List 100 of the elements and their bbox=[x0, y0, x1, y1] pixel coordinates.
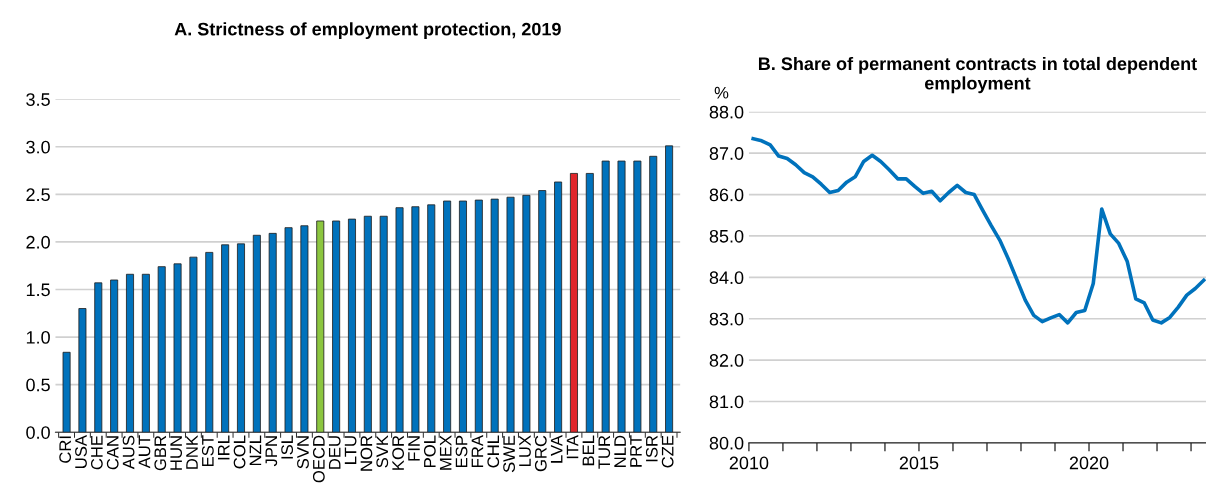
y-tick-label: 80.0 bbox=[709, 436, 744, 450]
y-tick-label: 0.0 bbox=[26, 426, 50, 439]
x-tick-label: TUR bbox=[598, 435, 611, 469]
bar bbox=[506, 196, 515, 433]
x-tick-label: 2015 bbox=[899, 456, 939, 470]
y-tick-label: 88.0 bbox=[709, 105, 744, 119]
bar bbox=[284, 227, 293, 433]
x-tick-label: ISL bbox=[281, 435, 294, 459]
bar bbox=[332, 220, 341, 433]
y-tick-label: 83.0 bbox=[709, 312, 744, 326]
x-tick-label: ESP bbox=[455, 435, 468, 467]
bar bbox=[411, 206, 420, 433]
y-tick-label: 3.0 bbox=[26, 140, 50, 154]
bar bbox=[585, 173, 594, 433]
y-tick-label: 1.5 bbox=[26, 283, 50, 297]
bar bbox=[237, 243, 245, 433]
bar bbox=[221, 244, 230, 433]
x-tick-label: CHE bbox=[90, 435, 103, 470]
bar bbox=[268, 232, 277, 433]
bar bbox=[601, 160, 610, 433]
bar bbox=[665, 145, 674, 433]
x-tick-label: CRI bbox=[59, 436, 72, 463]
bar bbox=[78, 308, 87, 433]
bar bbox=[649, 155, 658, 433]
x-tick-label: NLD bbox=[614, 435, 626, 467]
y-tick-label: 1.0 bbox=[26, 331, 50, 344]
x-tick-label: NZL bbox=[249, 435, 262, 466]
y-tick-label: 3.5 bbox=[26, 93, 50, 106]
x-tick-label: JPN bbox=[265, 436, 278, 467]
x-tick-label: COL bbox=[233, 435, 246, 469]
x-tick-label: NOR bbox=[360, 435, 373, 471]
bar bbox=[300, 225, 309, 433]
bar bbox=[173, 263, 182, 433]
x-tick-label: PRT bbox=[630, 435, 642, 467]
x-tick-label: ITA bbox=[566, 435, 579, 459]
bar bbox=[189, 256, 198, 433]
x-tick-label: IRL bbox=[217, 435, 230, 460]
x-tick-label: GRC bbox=[534, 435, 547, 472]
x-tick-label: GBR bbox=[154, 435, 167, 471]
bar bbox=[316, 220, 325, 433]
x-tick-label: LTU bbox=[344, 436, 357, 464]
x-tick-label: LVA bbox=[550, 435, 563, 463]
chart-title: A. Strictness of employment protection, 2019 bbox=[174, 22, 561, 40]
y-tick-label: 0.5 bbox=[26, 378, 50, 392]
x-tick-label: SVK bbox=[376, 435, 389, 468]
x-tick-label: CAN bbox=[106, 436, 119, 470]
x-tick-label: CHL bbox=[487, 435, 500, 468]
bar bbox=[633, 160, 642, 433]
bar bbox=[443, 200, 452, 433]
bar bbox=[363, 215, 372, 433]
bar bbox=[554, 181, 563, 433]
bar bbox=[617, 160, 626, 433]
x-tick-label: BEL bbox=[582, 435, 595, 466]
x-tick-label: FRA bbox=[471, 435, 484, 467]
y-tick-label: 81.0 bbox=[709, 395, 744, 409]
x-tick-label: POL bbox=[423, 435, 436, 467]
x-tick-label: DNK bbox=[186, 435, 198, 469]
bar bbox=[347, 218, 356, 433]
x-tick-label: FIN bbox=[408, 436, 420, 461]
bar bbox=[569, 173, 578, 433]
bar bbox=[395, 207, 404, 433]
x-tick-label: EST bbox=[201, 435, 214, 467]
y-tick-label: 84.0 bbox=[709, 271, 744, 285]
y-tick-label: 86.0 bbox=[709, 188, 744, 202]
x-tick-label: KOR bbox=[392, 435, 405, 470]
y-tick-label: 2.5 bbox=[26, 188, 50, 202]
bar bbox=[157, 266, 166, 433]
x-tick-label: OECD bbox=[312, 435, 325, 483]
bar bbox=[522, 194, 531, 433]
chart-title: B. Share of permanent contracts in total dependent employment bbox=[758, 56, 1197, 94]
x-tick-label: 2010 bbox=[729, 456, 769, 470]
bar bbox=[379, 215, 388, 433]
x-tick-label: SWE bbox=[503, 435, 515, 473]
bar bbox=[94, 282, 103, 433]
y-tick-label: 85.0 bbox=[709, 229, 744, 243]
bar bbox=[427, 204, 436, 433]
x-tick-label: CZE bbox=[661, 435, 674, 468]
y-tick-label: 2.0 bbox=[26, 235, 50, 249]
bar bbox=[110, 279, 119, 433]
x-tick-label: AUS bbox=[122, 435, 135, 470]
x-tick-label: LUX bbox=[519, 435, 531, 467]
x-tick-label: MEX bbox=[439, 435, 452, 470]
x-tick-label: AUT bbox=[138, 435, 151, 469]
bar bbox=[490, 198, 499, 433]
x-tick-label: ISR bbox=[645, 435, 658, 462]
bar bbox=[126, 273, 134, 433]
bar bbox=[538, 190, 547, 433]
x-tick-label: HUN bbox=[170, 436, 183, 470]
x-tick-label: SVN bbox=[297, 436, 309, 469]
bar bbox=[474, 199, 483, 433]
y-axis-title: % bbox=[714, 86, 729, 99]
bar bbox=[205, 251, 214, 433]
x-tick-label: USA bbox=[75, 435, 87, 468]
bar bbox=[141, 273, 150, 433]
line-series bbox=[751, 136, 1206, 325]
bar bbox=[62, 351, 71, 433]
x-tick-label: 2020 bbox=[1069, 456, 1109, 470]
y-tick-label: 87.0 bbox=[709, 147, 744, 160]
bar bbox=[252, 234, 261, 433]
x-tick-label: DEU bbox=[328, 436, 341, 469]
